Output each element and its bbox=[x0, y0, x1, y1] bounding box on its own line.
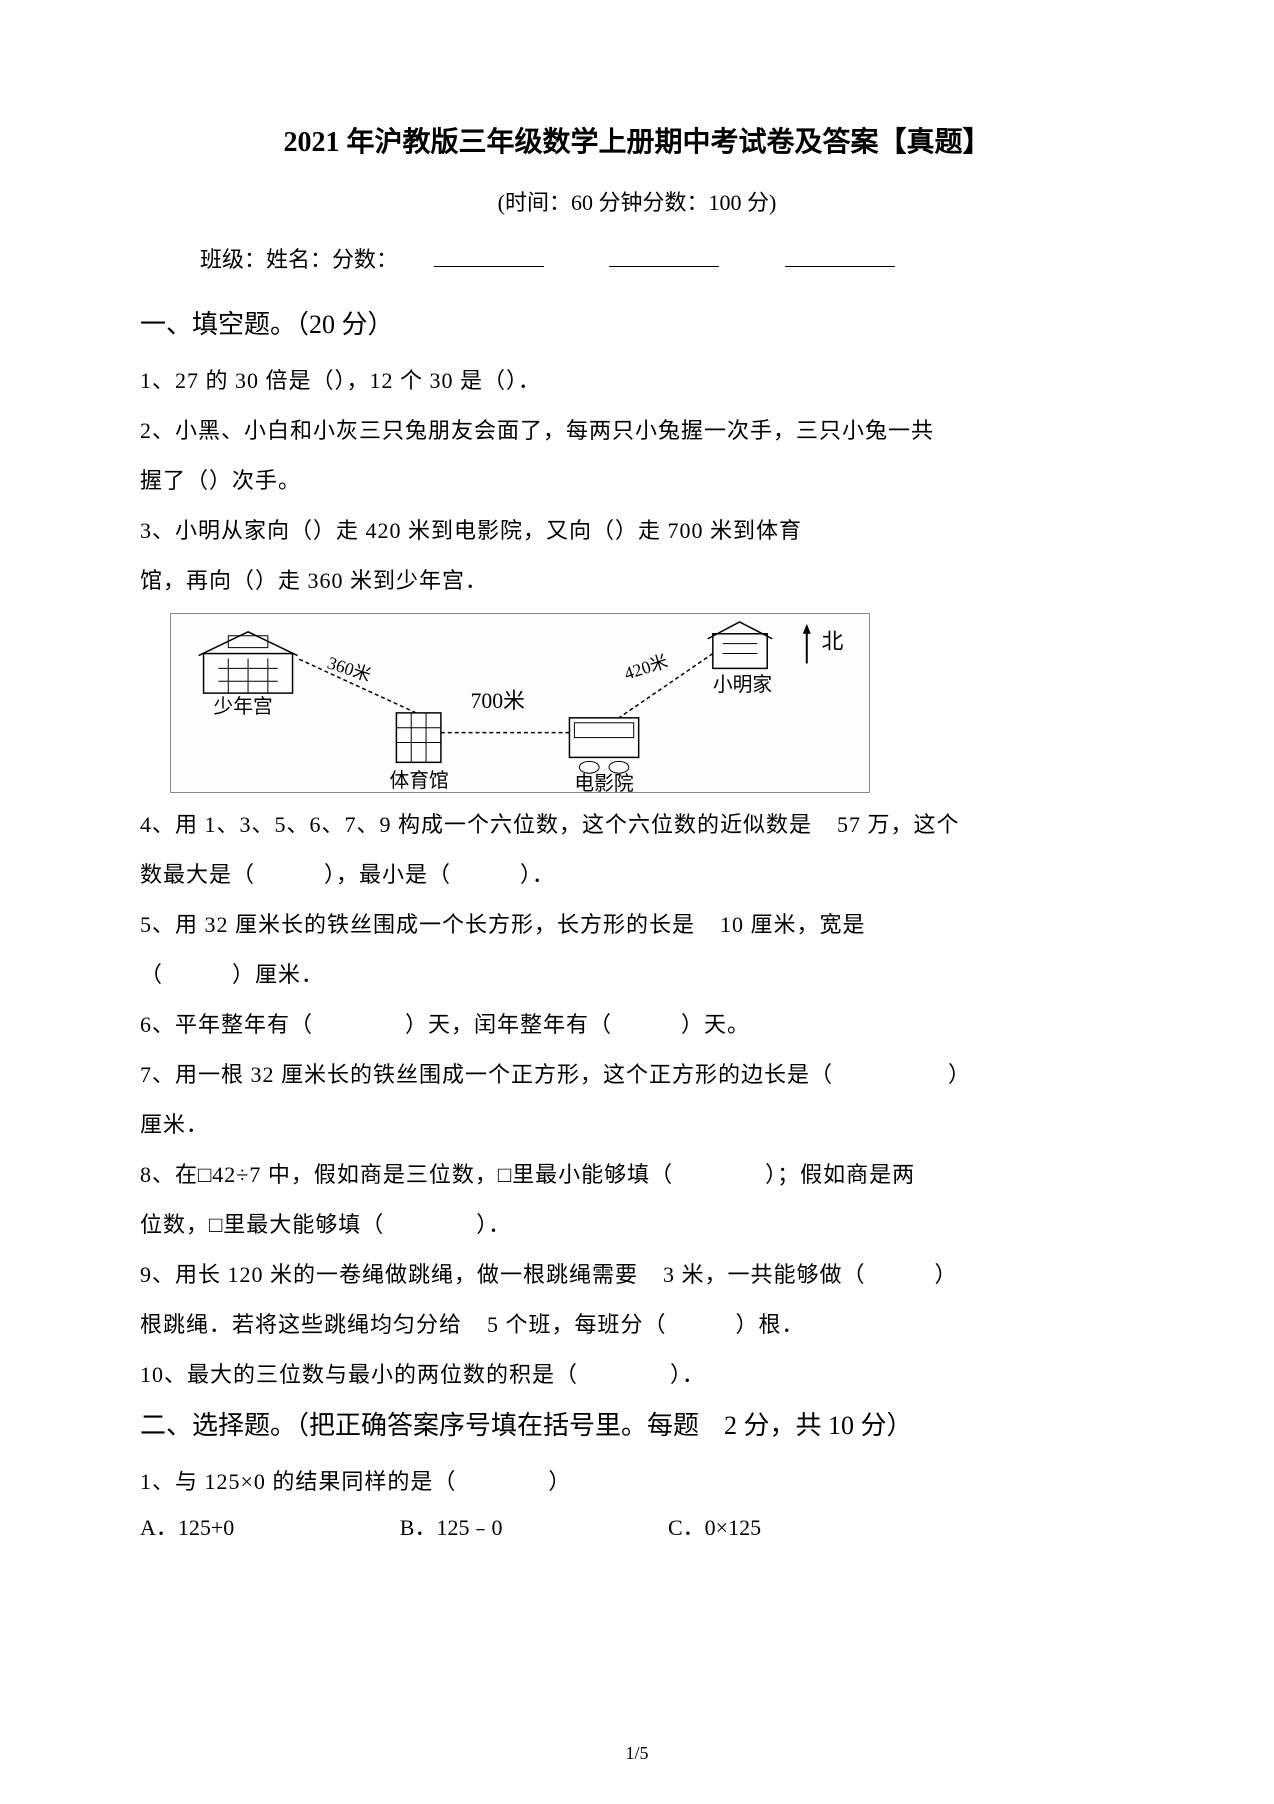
q4-text-a: 4、用 1、3、5、6、7、9 构成一个六位数，这个六位数的近似数是 bbox=[140, 812, 812, 837]
question-2-line1: 2、小黑、小白和小灰三只兔朋友会面了，每两只小兔握一次手，三只小兔一共 bbox=[140, 409, 1134, 453]
north-label: 北 bbox=[822, 630, 844, 654]
question-5-line1: 5、用 32 厘米长的铁丝围成一个长方形，长方形的长是 10 厘米，宽是 bbox=[140, 903, 1134, 947]
palace-icon: 少年宫 bbox=[199, 632, 298, 718]
question-4-line2: 数最大是（ ），最小是（ ）． bbox=[140, 853, 1134, 897]
q9-text-b: 3 米，一共能够做（ ） bbox=[663, 1262, 958, 1287]
dist-420-label: 420米 bbox=[622, 651, 671, 684]
name-blank bbox=[609, 266, 719, 267]
question-9-line2: 根跳绳．若将这些跳绳均匀分给 5 个班，每班分（ ）根． bbox=[140, 1303, 1134, 1347]
question-7-line1: 7、用一根 32 厘米长的铁丝围成一个正方形，这个正方形的边长是（ ） bbox=[140, 1053, 1134, 1097]
question-7-line2: 厘米． bbox=[140, 1103, 1134, 1147]
map-diagram: 北 小明家 电影院 体育馆 bbox=[170, 613, 870, 793]
section2-q1: 1、与 125×0 的结果同样的是（ ） bbox=[140, 1460, 1134, 1504]
choice-a: A．125+0 bbox=[140, 1510, 234, 1542]
blanks-label: 班级：姓名：分数： bbox=[200, 247, 398, 272]
q9-text-a: 9、用长 120 米的一卷绳做跳绳，做一根跳绳需要 bbox=[140, 1262, 638, 1287]
q9-text-d: 5 个班，每班分（ ）根． bbox=[487, 1312, 805, 1337]
question-8-line2: 位数，□里最大能够填（ ）． bbox=[140, 1203, 1134, 1247]
q9-text-c: 根跳绳．若将这些跳绳均匀分给 bbox=[140, 1312, 462, 1337]
gym-icon: 体育馆 bbox=[389, 713, 448, 792]
choice-b: B．125﹣0 bbox=[400, 1510, 503, 1542]
q5-text-b: 10 厘米，宽是 bbox=[720, 912, 866, 937]
score-blank bbox=[785, 266, 895, 267]
gym-label: 体育馆 bbox=[389, 770, 448, 792]
home-label: 小明家 bbox=[713, 674, 773, 696]
section2-text-a: 二、选择题。（把正确答案序号填在括号里。每题 bbox=[140, 1411, 699, 1440]
section2-q1-choices: A．125+0 B．125﹣0 C．0×125 bbox=[140, 1510, 1134, 1542]
section2-text-b: 2 分，共 10 分） bbox=[724, 1411, 913, 1440]
class-blank bbox=[434, 266, 544, 267]
question-1: 1、27 的 30 倍是（），12 个 30 是（）． bbox=[140, 359, 1134, 403]
question-9-line1: 9、用长 120 米的一卷绳做跳绳，做一根跳绳需要 3 米，一共能够做（ ） bbox=[140, 1253, 1134, 1297]
question-8-line1: 8、在□42÷7 中，假如商是三位数，□里最小能够填（ ）；假如商是两 bbox=[140, 1153, 1134, 1197]
page-number: 1/5 bbox=[625, 1743, 648, 1764]
question-5-line2: （ ）厘米． bbox=[140, 953, 1134, 997]
dist-700-label: 700米 bbox=[471, 689, 526, 713]
document-title: 2021 年沪教版三年级数学上册期中考试卷及答案【真题】 bbox=[140, 120, 1134, 160]
question-3-line2: 馆，再向（）走 360 米到少年宫． bbox=[140, 559, 1134, 603]
cinema-icon: 电影院 bbox=[569, 718, 638, 792]
student-info-row: 班级：姓名：分数： bbox=[140, 242, 1134, 274]
question-4-line1: 4、用 1、3、5、6、7、9 构成一个六位数，这个六位数的近似数是 57 万，这… bbox=[140, 803, 1134, 847]
cinema-label: 电影院 bbox=[574, 773, 634, 792]
diagram-svg: 北 小明家 电影院 体育馆 bbox=[171, 614, 869, 792]
question-2-line2: 握了（）次手。 bbox=[140, 459, 1134, 503]
question-6: 6、平年整年有（ ）天，闰年整年有（ ）天。 bbox=[140, 1003, 1134, 1047]
dist-360-label: 360米 bbox=[325, 652, 374, 685]
q4-text-b: 57 万，这个 bbox=[837, 812, 960, 837]
home-icon: 小明家 bbox=[708, 622, 772, 696]
choice-c: C．0×125 bbox=[668, 1510, 761, 1542]
question-10: 10、最大的三位数与最小的两位数的积是（ ）． bbox=[140, 1353, 1134, 1397]
time-score-info: (时间：60 分钟分数：100 分) bbox=[140, 185, 1134, 217]
question-3-line1: 3、小明从家向（）走 420 米到电影院，又向（）走 700 米到体育 bbox=[140, 509, 1134, 553]
north-indicator: 北 bbox=[803, 624, 844, 664]
palace-label: 少年宫 bbox=[213, 696, 272, 718]
section1-header: 一、填空题。（20 分） bbox=[140, 304, 1134, 341]
q5-text-a: 5、用 32 厘米长的铁丝围成一个长方形，长方形的长是 bbox=[140, 912, 695, 937]
section2-header: 二、选择题。（把正确答案序号填在括号里。每题 2 分，共 10 分） bbox=[140, 1405, 1134, 1442]
